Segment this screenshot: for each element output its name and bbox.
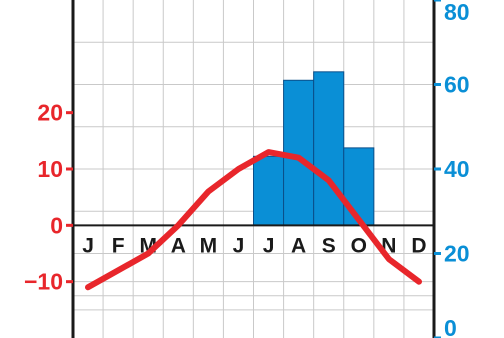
month-label: D: [411, 234, 426, 257]
right-tick-label: 80: [444, 0, 470, 25]
left-tick-label: 10: [37, 156, 63, 182]
month-label: O: [351, 234, 367, 257]
right-tick-label: 60: [444, 72, 470, 98]
left-tick-label: 0: [50, 212, 63, 238]
temperature-line-layer: [85, 149, 422, 291]
precipitation-bar: [313, 71, 345, 226]
right-axis-ticks: 80 60 40 20 0: [434, 0, 470, 338]
right-tick-label: 0: [444, 315, 457, 338]
left-axis-ticks: 20 10 0 −10: [24, 100, 73, 295]
month-label: F: [112, 234, 125, 257]
month-label: S: [322, 234, 336, 257]
temperature-line: [85, 149, 422, 291]
right-tick-label: 20: [444, 241, 470, 267]
right-tick-label: 40: [444, 156, 470, 182]
precipitation-bar: [253, 155, 285, 226]
month-label: J: [82, 234, 94, 257]
month-label: J: [233, 234, 245, 257]
left-tick-label: −10: [24, 269, 63, 295]
month-label: A: [291, 234, 306, 257]
month-label: M: [200, 234, 218, 257]
month-label: A: [171, 234, 186, 257]
left-tick-label: 20: [37, 100, 63, 126]
month-label: J: [263, 234, 275, 257]
precipitation-bar: [343, 147, 375, 226]
precipitation-bars: [253, 71, 375, 226]
